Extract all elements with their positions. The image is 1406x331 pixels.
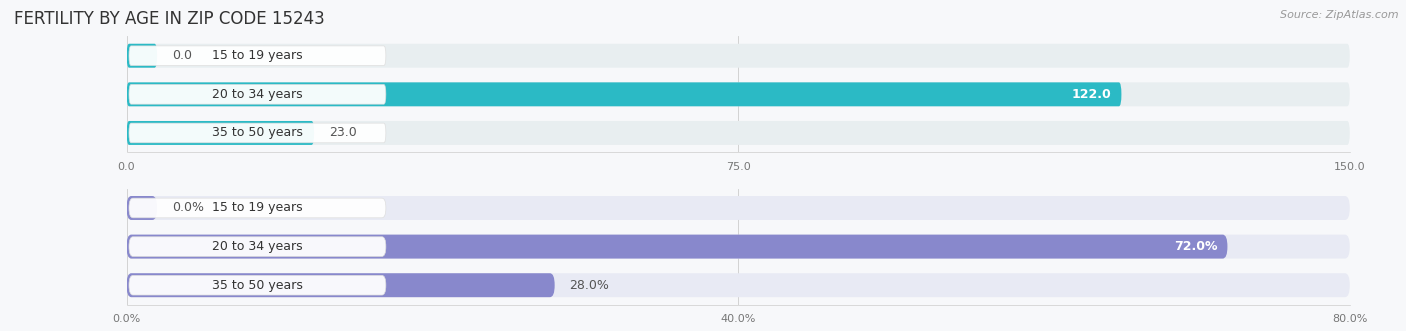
Text: 23.0: 23.0 xyxy=(329,126,357,139)
Text: 28.0%: 28.0% xyxy=(569,279,609,292)
FancyBboxPatch shape xyxy=(127,121,314,145)
Text: 0.0%: 0.0% xyxy=(172,202,204,214)
FancyBboxPatch shape xyxy=(127,235,1227,259)
Text: Source: ZipAtlas.com: Source: ZipAtlas.com xyxy=(1281,10,1399,20)
FancyBboxPatch shape xyxy=(127,235,1350,259)
Text: 20 to 34 years: 20 to 34 years xyxy=(212,240,302,253)
FancyBboxPatch shape xyxy=(129,275,385,295)
FancyBboxPatch shape xyxy=(129,46,385,66)
FancyBboxPatch shape xyxy=(129,123,385,143)
Text: 0.0: 0.0 xyxy=(172,49,191,62)
Text: 15 to 19 years: 15 to 19 years xyxy=(212,202,302,214)
FancyBboxPatch shape xyxy=(129,237,385,257)
FancyBboxPatch shape xyxy=(127,273,554,297)
Text: 15 to 19 years: 15 to 19 years xyxy=(212,49,302,62)
Text: 122.0: 122.0 xyxy=(1071,88,1112,101)
FancyBboxPatch shape xyxy=(127,121,1350,145)
FancyBboxPatch shape xyxy=(127,82,1122,106)
Text: 35 to 50 years: 35 to 50 years xyxy=(212,279,302,292)
Text: FERTILITY BY AGE IN ZIP CODE 15243: FERTILITY BY AGE IN ZIP CODE 15243 xyxy=(14,10,325,28)
FancyBboxPatch shape xyxy=(127,196,157,220)
FancyBboxPatch shape xyxy=(127,273,1350,297)
Text: 20 to 34 years: 20 to 34 years xyxy=(212,88,302,101)
FancyBboxPatch shape xyxy=(129,84,385,104)
FancyBboxPatch shape xyxy=(127,44,1350,68)
FancyBboxPatch shape xyxy=(127,196,1350,220)
Text: 72.0%: 72.0% xyxy=(1174,240,1218,253)
Text: 35 to 50 years: 35 to 50 years xyxy=(212,126,302,139)
FancyBboxPatch shape xyxy=(127,44,157,68)
FancyBboxPatch shape xyxy=(127,82,1350,106)
FancyBboxPatch shape xyxy=(129,198,385,218)
